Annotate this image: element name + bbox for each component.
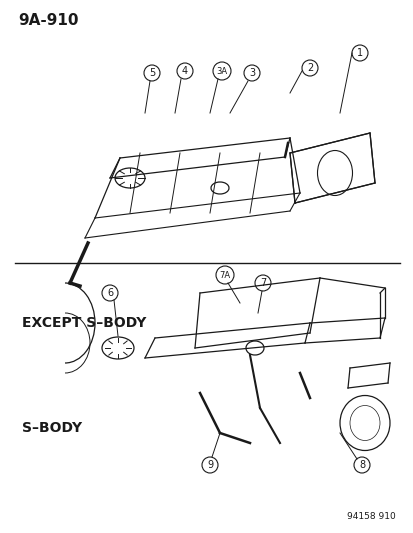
Text: 3: 3 (248, 68, 254, 78)
Text: 6: 6 (107, 288, 113, 298)
Text: 9: 9 (206, 460, 213, 470)
Text: 3A: 3A (216, 67, 227, 76)
Text: 2: 2 (306, 63, 312, 73)
Text: EXCEPT S–BODY: EXCEPT S–BODY (22, 316, 146, 330)
Text: 5: 5 (149, 68, 155, 78)
Text: 1: 1 (356, 48, 362, 58)
Text: 4: 4 (181, 66, 188, 76)
Polygon shape (289, 133, 374, 203)
Text: 9A-910: 9A-910 (18, 13, 78, 28)
Text: 8: 8 (358, 460, 364, 470)
Text: 7: 7 (259, 278, 266, 288)
Text: 94158 910: 94158 910 (347, 512, 395, 521)
Text: S–BODY: S–BODY (22, 421, 82, 435)
Text: 7A: 7A (219, 271, 230, 279)
